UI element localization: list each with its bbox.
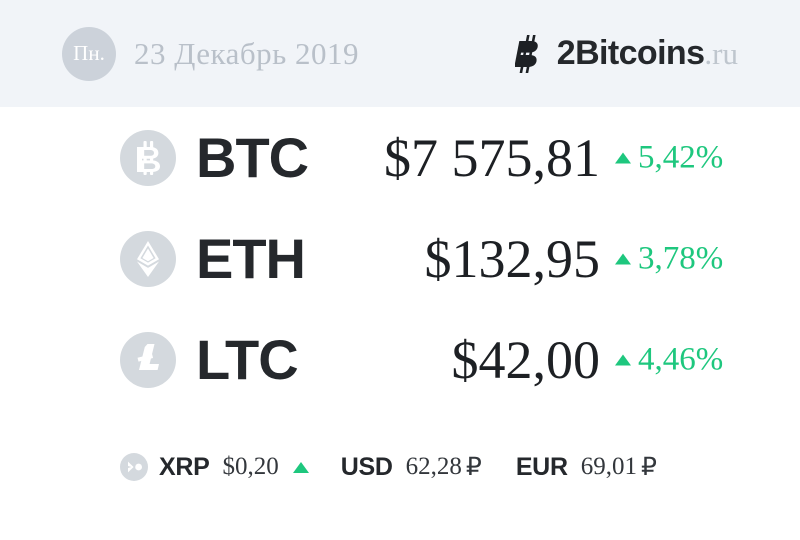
coin-change: 4,46%	[615, 343, 723, 376]
secondary-rates-row: XRP $0,20 USD 62,28 ₽ EUR 69,01 ₽	[120, 452, 657, 482]
ripple-coin-icon	[120, 453, 148, 481]
coin-price: $42,00	[451, 329, 601, 390]
eur-value: 69,01	[580, 453, 637, 480]
widget-header: Пн. 23 Декабрь 2019 2Bitcoins	[0, 0, 800, 107]
coin-row[interactable]: BTC $7 575,81 5,42%	[0, 107, 800, 208]
coin-ticker: BTC	[196, 125, 309, 189]
bitcoin-b-icon	[514, 34, 545, 73]
coin-rows: BTC $7 575,81 5,42%	[0, 107, 800, 410]
triangle-up-icon	[615, 253, 631, 264]
coin-ticker: ETH	[196, 226, 306, 290]
triangle-up-icon	[615, 152, 631, 163]
coin-ticker: LTC	[196, 327, 299, 391]
brand-tld: .ru	[704, 35, 738, 71]
coin-row[interactable]: ETH $132,95 3,78%	[0, 208, 800, 309]
date-group: Пн. 23 Декабрь 2019	[62, 26, 360, 81]
coin-change-value: 3,78%	[638, 240, 724, 276]
coin-price: $132,95	[424, 228, 601, 289]
bitcoin-coin-icon	[120, 129, 176, 186]
header-content: Пн. 23 Декабрь 2019 2Bitcoins	[62, 0, 738, 107]
litecoin-coin-icon	[120, 331, 176, 388]
ruble-sign-icon: ₽	[640, 454, 657, 481]
usd-value: 62,28	[405, 453, 462, 480]
coin-change-value: 5,42%	[638, 139, 724, 175]
xrp-ticker: XRP	[159, 452, 210, 481]
brand-logo[interactable]: 2Bitcoins .ru	[514, 34, 738, 73]
fiat-rate-usd: USD 62,28 ₽	[341, 452, 482, 482]
coin-row[interactable]: LTC $42,00 4,46%	[0, 309, 800, 410]
weekday-badge-label: Пн.	[73, 41, 105, 65]
eur-ticker: EUR	[515, 452, 568, 481]
coin-change-value: 4,46%	[638, 341, 724, 377]
brand-name: 2Bitcoins	[556, 34, 705, 72]
coin-price: $7 575,81	[384, 127, 600, 188]
weekday-badge: Пн.	[62, 26, 116, 81]
fiat-rate-eur: EUR 69,01 ₽	[516, 452, 657, 482]
ethereum-coin-icon	[120, 230, 176, 287]
xrp-price: $0,20	[222, 453, 279, 480]
triangle-up-icon	[292, 461, 309, 473]
coin-change: 3,78%	[615, 242, 723, 275]
usd-ticker: USD	[340, 452, 393, 481]
triangle-up-icon	[615, 354, 631, 365]
ruble-sign-icon: ₽	[465, 454, 482, 481]
date-label: 23 Декабрь 2019	[134, 35, 360, 71]
coin-change: 5,42%	[615, 141, 723, 174]
